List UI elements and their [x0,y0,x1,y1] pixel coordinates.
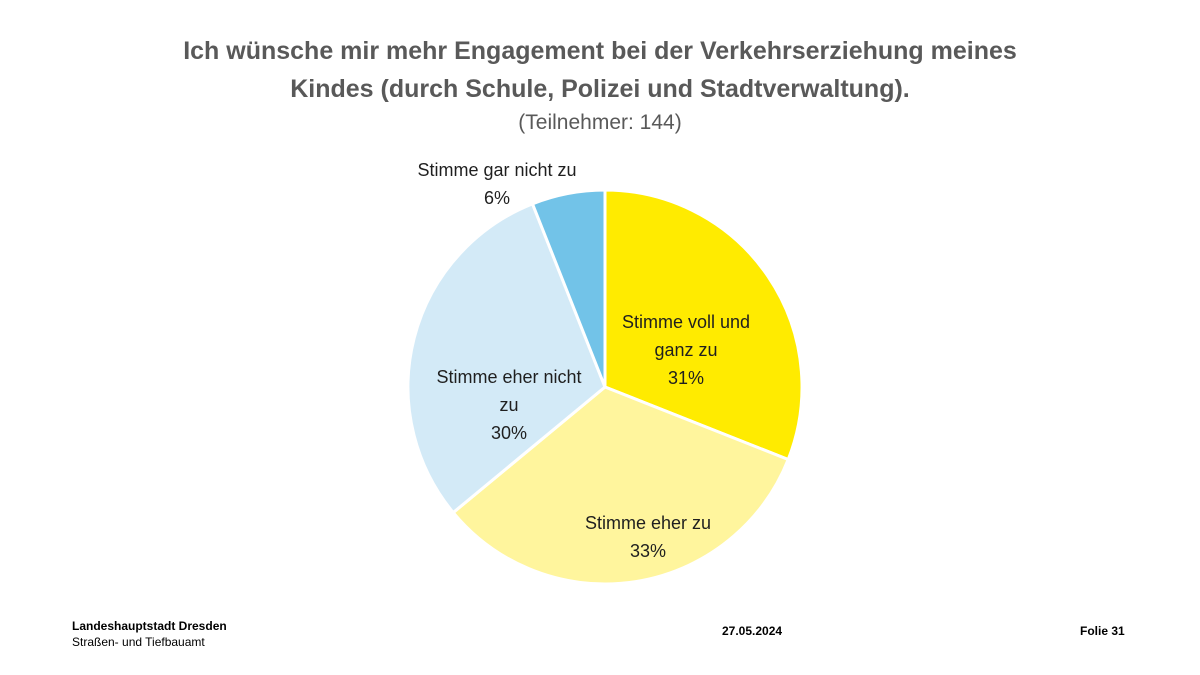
chart-title-line-1: Ich wünsche mir mehr Engagement bei der … [183,37,1017,65]
slice-value-label: 6% [484,188,510,208]
slice-label-line: zu [499,395,518,415]
slice-label-line: ganz zu [654,340,717,360]
pie-slice-2 [451,385,790,586]
slice-value-label: 31% [668,368,704,388]
pie-slice-4 [530,188,607,389]
slice-label-line: Stimme eher zu [585,513,711,533]
footer-page-number: Folie 31 [1080,624,1125,638]
slice-value-label: 33% [630,541,666,561]
footer-organization: Landeshauptstadt Dresden [72,619,227,633]
slice-label-line: Stimme voll und [622,312,750,332]
pie-slice-1 [603,188,804,462]
pie-labels: Stimme voll und ganz zu 31% Stimme eher zu 3… [417,160,750,561]
slice-label-line: Stimme eher nicht [436,367,581,387]
chart-subtitle: (Teilnehmer: 144) [518,111,682,134]
slice-label-line: Stimme gar nicht zu [417,160,576,180]
footer-date: 27.05.2024 [722,624,783,638]
pie-slices [406,188,804,586]
chart-title-line-2: Kindes (durch Schule, Polizei und Stadtv… [290,75,910,103]
footer-department: Straßen- und Tiefbauamt [72,635,205,649]
slice-value-label: 30% [491,423,527,443]
pie-slice-3 [406,202,607,515]
